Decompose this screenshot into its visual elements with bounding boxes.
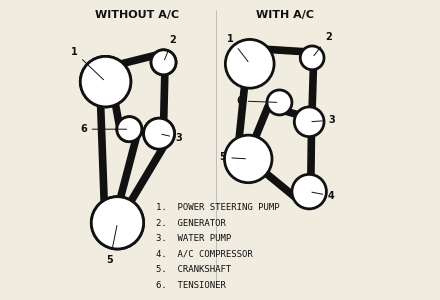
- Text: 2: 2: [165, 35, 176, 60]
- Circle shape: [92, 197, 143, 249]
- Circle shape: [117, 117, 142, 142]
- Text: 5: 5: [220, 152, 246, 162]
- Text: 2: 2: [314, 32, 332, 56]
- Text: 3: 3: [162, 133, 182, 143]
- Circle shape: [151, 50, 176, 75]
- Circle shape: [267, 90, 292, 115]
- Text: WITH A/C: WITH A/C: [257, 10, 315, 20]
- Circle shape: [294, 107, 324, 136]
- Circle shape: [225, 39, 274, 88]
- Circle shape: [143, 118, 175, 149]
- Circle shape: [292, 174, 326, 209]
- Circle shape: [300, 46, 324, 70]
- Text: 6.  TENSIONER: 6. TENSIONER: [156, 281, 226, 290]
- Text: 4.  A/C COMPRESSOR: 4. A/C COMPRESSOR: [156, 250, 253, 259]
- Circle shape: [143, 118, 175, 149]
- Text: 5.  CRANKSHAFT: 5. CRANKSHAFT: [156, 265, 231, 274]
- Text: 2.  GENERATOR: 2. GENERATOR: [156, 219, 226, 228]
- Text: 6: 6: [80, 124, 127, 134]
- Text: 3.  WATER PUMP: 3. WATER PUMP: [156, 234, 231, 243]
- Circle shape: [81, 56, 131, 107]
- Text: 1: 1: [71, 47, 103, 80]
- Circle shape: [92, 197, 143, 249]
- Text: 4: 4: [312, 191, 335, 201]
- Circle shape: [117, 117, 142, 142]
- Circle shape: [151, 50, 176, 75]
- Circle shape: [224, 135, 272, 183]
- Text: 6: 6: [236, 96, 277, 106]
- Text: 1: 1: [227, 34, 248, 62]
- Text: 5: 5: [106, 226, 117, 265]
- Text: 3: 3: [312, 115, 335, 125]
- Circle shape: [81, 56, 131, 107]
- Text: WITHOUT A/C: WITHOUT A/C: [95, 10, 179, 20]
- Text: 1.  POWER STEERING PUMP: 1. POWER STEERING PUMP: [156, 203, 280, 212]
